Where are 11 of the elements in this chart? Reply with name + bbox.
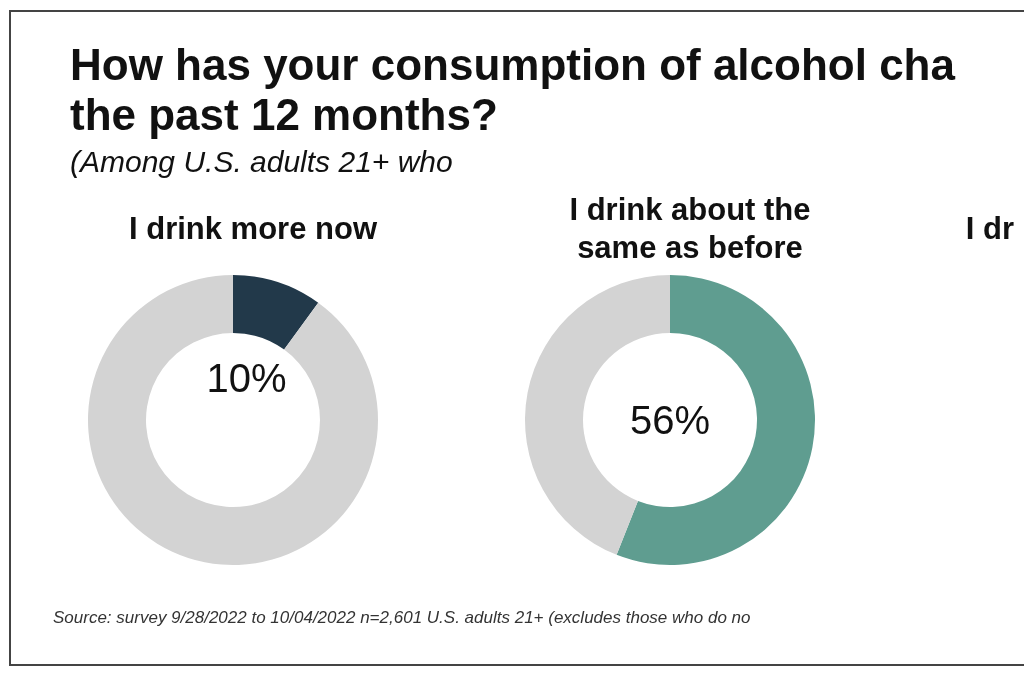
chart-title: I drink about the same as before <box>569 192 811 265</box>
donut-slice <box>233 275 319 350</box>
donut-slice <box>88 275 378 565</box>
text: I dr <box>965 211 1014 246</box>
chart-title: I drink more now <box>128 211 378 246</box>
source-note: Source: survey 9/28/2022 to 10/04/2022 n=2,601 U.S. adults 21+ (excludes those who do no <box>53 608 751 627</box>
text: How has your consumption of alcohol cha the past 12 months? <box>70 40 956 139</box>
data-label: 56% <box>629 398 711 442</box>
donut-slice <box>616 275 815 565</box>
data-label: 10% <box>206 356 287 401</box>
text: (Among U.S. adults 21+ who <box>70 145 453 178</box>
